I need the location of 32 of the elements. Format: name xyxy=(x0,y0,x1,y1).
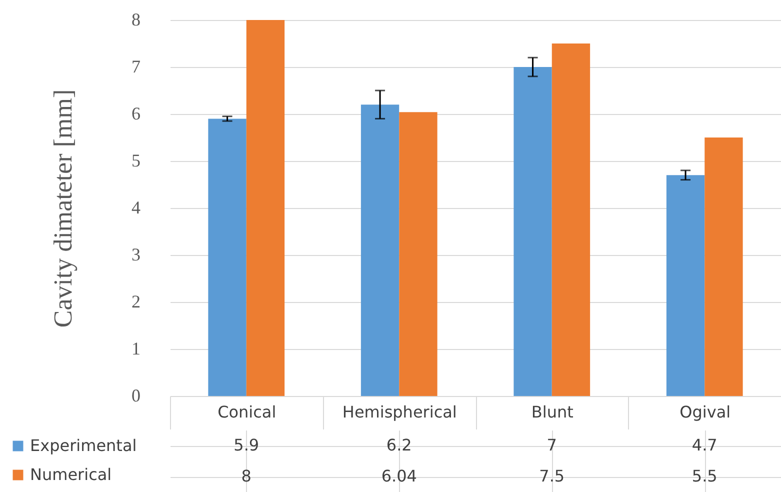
data-label: 5.9 xyxy=(234,436,260,454)
data-label: 4.7 xyxy=(692,436,718,454)
data-label: 7 xyxy=(546,436,557,454)
bar xyxy=(666,175,705,396)
legend-label: Experimental xyxy=(30,436,137,455)
y-tick-label: 5 xyxy=(132,150,140,170)
x-tick-label: Conical xyxy=(218,402,276,422)
y-tick-label: 8 xyxy=(132,10,140,30)
bar xyxy=(208,118,246,396)
data-label: 6.2 xyxy=(386,436,412,454)
bar xyxy=(246,20,285,396)
data-label: 7.5 xyxy=(539,466,565,486)
y-tick-label: 6 xyxy=(132,104,140,124)
bar xyxy=(399,112,438,396)
data-label: 5.5 xyxy=(692,466,718,486)
y-tick-label: 4 xyxy=(132,198,140,218)
bar xyxy=(514,67,552,396)
x-tick-label: Ogival xyxy=(680,402,731,422)
bar xyxy=(552,44,590,396)
y-tick-label: 7 xyxy=(132,56,140,76)
bar xyxy=(360,104,400,396)
y-tick-label: 1 xyxy=(132,338,140,358)
legend-label: Numerical xyxy=(30,465,112,484)
y-tick-label: 0 xyxy=(132,386,140,406)
x-tick-label: Blunt xyxy=(531,402,574,422)
data-label: 6.04 xyxy=(381,466,417,486)
y-tick-label: 2 xyxy=(132,292,140,312)
y-tick-label: 3 xyxy=(132,244,140,264)
x-tick-label: Hemispherical xyxy=(342,402,457,422)
data-label: 8 xyxy=(241,466,252,486)
y-axis-title: Cavity dimateter [mm] xyxy=(48,89,78,328)
bar xyxy=(704,138,743,396)
